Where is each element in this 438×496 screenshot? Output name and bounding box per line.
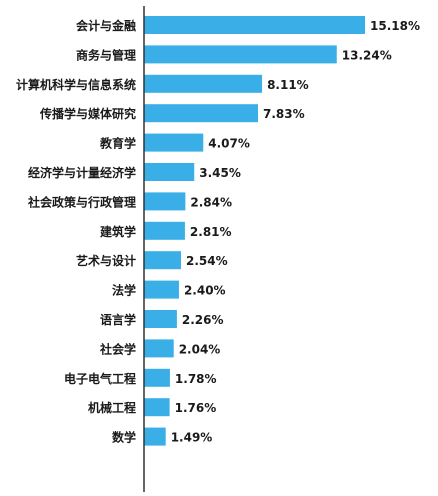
value-label: 3.45% xyxy=(199,166,241,180)
bar xyxy=(144,221,185,240)
category-label: 社会政策与行政管理 xyxy=(27,194,136,209)
category-label: 教育学 xyxy=(99,136,136,151)
bar xyxy=(144,310,177,328)
value-label: 2.04% xyxy=(179,342,221,356)
bar xyxy=(144,45,337,64)
bar xyxy=(144,339,174,358)
bar xyxy=(144,192,186,211)
bar xyxy=(144,133,204,152)
value-label: 2.54% xyxy=(186,254,228,268)
bar xyxy=(144,398,170,417)
value-label: 2.26% xyxy=(182,313,224,327)
value-label: 8.11% xyxy=(267,78,309,92)
category-label: 艺术与设计 xyxy=(76,253,136,268)
category-label: 机械工程 xyxy=(88,400,136,415)
value-label: 1.78% xyxy=(175,372,217,386)
value-label: 2.84% xyxy=(190,195,232,209)
bar xyxy=(144,280,179,299)
value-label: 1.49% xyxy=(171,431,213,445)
value-label: 7.83% xyxy=(263,107,305,121)
category-label: 会计与金融 xyxy=(76,18,136,33)
value-label: 1.76% xyxy=(175,401,217,415)
category-label: 法学 xyxy=(112,283,136,298)
category-label: 商务与管理 xyxy=(76,47,136,62)
bar xyxy=(144,104,258,123)
bar xyxy=(144,74,263,93)
bar xyxy=(144,427,166,446)
bar xyxy=(144,368,170,387)
category-label: 传播学与媒体研究 xyxy=(39,106,136,121)
bar xyxy=(144,16,365,34)
value-label: 13.24% xyxy=(342,48,392,62)
category-label: 经济学与计量经济学 xyxy=(28,165,136,180)
bar xyxy=(144,251,181,270)
category-label: 计算机科学与信息系统 xyxy=(16,77,136,92)
value-label: 4.07% xyxy=(208,137,250,151)
value-label: 15.18% xyxy=(370,19,420,33)
value-label: 2.40% xyxy=(184,284,226,298)
value-label: 2.81% xyxy=(190,225,232,239)
category-label: 数学 xyxy=(112,430,136,445)
bar xyxy=(144,163,195,181)
category-label: 社会学 xyxy=(99,341,136,356)
category-label: 语言学 xyxy=(100,312,136,327)
category-label: 电子电气工程 xyxy=(64,371,136,386)
category-label: 建筑学 xyxy=(99,224,136,239)
